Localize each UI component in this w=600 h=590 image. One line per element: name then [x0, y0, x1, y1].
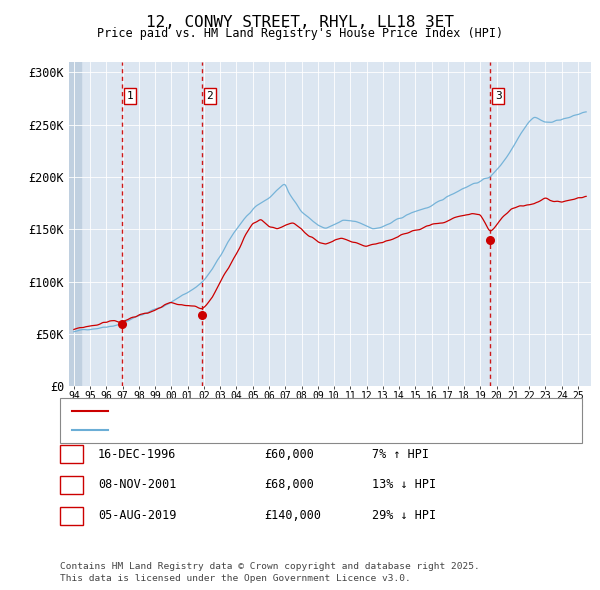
- Text: 12, CONWY STREET, RHYL, LL18 3ET (detached house): 12, CONWY STREET, RHYL, LL18 3ET (detach…: [114, 406, 433, 415]
- Text: 2: 2: [206, 91, 213, 101]
- Text: Price paid vs. HM Land Registry's House Price Index (HPI): Price paid vs. HM Land Registry's House …: [97, 27, 503, 40]
- Text: Contains HM Land Registry data © Crown copyright and database right 2025.
This d: Contains HM Land Registry data © Crown c…: [60, 562, 480, 583]
- Text: 12, CONWY STREET, RHYL, LL18 3ET: 12, CONWY STREET, RHYL, LL18 3ET: [146, 15, 454, 30]
- Text: 08-NOV-2001: 08-NOV-2001: [98, 478, 176, 491]
- Text: 3: 3: [495, 91, 502, 101]
- Text: 05-AUG-2019: 05-AUG-2019: [98, 509, 176, 522]
- Text: 3: 3: [68, 509, 75, 522]
- Text: 1: 1: [127, 91, 134, 101]
- Text: £68,000: £68,000: [264, 478, 314, 491]
- Text: HPI: Average price, detached house, Denbighshire: HPI: Average price, detached house, Denb…: [114, 425, 426, 435]
- Text: 7% ↑ HPI: 7% ↑ HPI: [372, 448, 429, 461]
- Text: 16-DEC-1996: 16-DEC-1996: [98, 448, 176, 461]
- Text: 2: 2: [68, 478, 75, 491]
- Text: 1: 1: [68, 448, 75, 461]
- Text: 29% ↓ HPI: 29% ↓ HPI: [372, 509, 436, 522]
- Text: £60,000: £60,000: [264, 448, 314, 461]
- Bar: [69, 62, 82, 386]
- Text: 13% ↓ HPI: 13% ↓ HPI: [372, 478, 436, 491]
- Text: £140,000: £140,000: [264, 509, 321, 522]
